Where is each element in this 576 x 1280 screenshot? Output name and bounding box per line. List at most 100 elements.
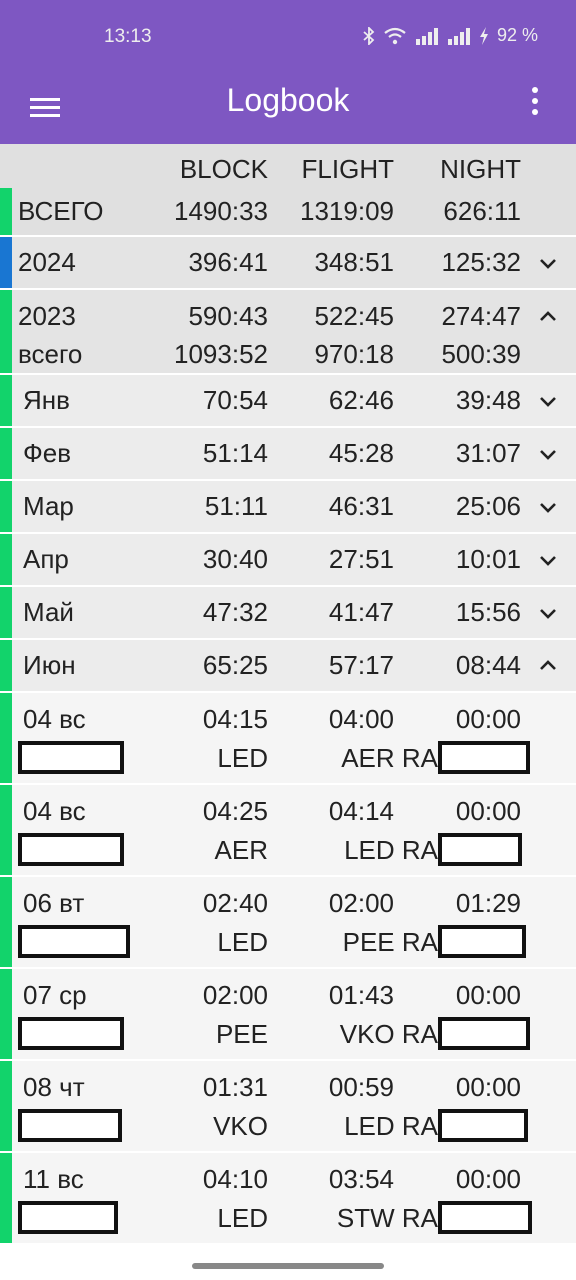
flight-indicator xyxy=(0,1153,12,1243)
month-row[interactable]: Апр 30:40 27:51 10:01 xyxy=(0,532,576,585)
flight-night: 00:00 xyxy=(455,1164,521,1194)
chevron-down-icon[interactable] xyxy=(539,555,557,567)
month-row[interactable]: Июн 65:25 57:17 08:44 xyxy=(0,638,576,691)
month-label: Апр xyxy=(23,544,69,574)
year-block: 396:41 xyxy=(188,247,268,277)
flight-date: 04 вс xyxy=(23,796,86,826)
year-subtotal-block: 1093:52 xyxy=(174,339,268,369)
column-block: BLOCK xyxy=(179,154,268,184)
flight-block: 04:15 xyxy=(202,704,268,734)
flight-time: 02:00 xyxy=(328,888,394,918)
flight-row[interactable]: 04 вс 04:15 04:00 00:00 LED AER RA xyxy=(0,691,576,783)
flight-block: 02:00 xyxy=(202,980,268,1010)
month-label: Янв xyxy=(23,385,70,415)
flight-row[interactable]: 07 ср 02:00 01:43 00:00 PEE VKO RA xyxy=(0,967,576,1059)
redacted-box xyxy=(438,833,522,866)
more-options-icon[interactable] xyxy=(530,86,540,116)
status-time: 13:13 xyxy=(104,26,152,47)
month-block: 70:54 xyxy=(202,385,268,415)
flight-arrival: STW RA xyxy=(336,1203,438,1233)
month-flight: 41:47 xyxy=(328,597,394,627)
flight-indicator xyxy=(0,785,12,875)
redacted-box xyxy=(438,741,530,774)
month-night: 31:07 xyxy=(455,438,521,468)
month-label: Май xyxy=(23,597,74,627)
month-indicator xyxy=(0,428,12,479)
chevron-down-icon[interactable] xyxy=(539,449,557,461)
column-night: NIGHT xyxy=(440,154,521,184)
redacted-box xyxy=(18,1017,124,1050)
flight-departure: LED xyxy=(217,927,268,957)
month-row[interactable]: Мар 51:11 46:31 25:06 xyxy=(0,479,576,532)
month-block: 65:25 xyxy=(202,650,268,680)
year-row-2024[interactable]: 2024 396:41 348:51 125:32 xyxy=(0,235,576,288)
year-subtotal-night: 500:39 xyxy=(441,339,521,369)
chevron-up-icon[interactable] xyxy=(539,659,557,671)
signal-icon xyxy=(415,27,439,45)
month-row[interactable]: Фев 51:14 45:28 31:07 xyxy=(0,426,576,479)
flight-indicator xyxy=(0,1061,12,1151)
flight-date: 06 вт xyxy=(23,888,85,918)
flight-night: 00:00 xyxy=(455,796,521,826)
app-bar: Logbook xyxy=(0,74,576,144)
chevron-down-icon[interactable] xyxy=(539,502,557,514)
month-indicator xyxy=(0,534,12,585)
year-block: 590:43 xyxy=(188,301,268,331)
flight-departure: AER xyxy=(214,835,268,865)
total-row: ВСЕГО 1490:33 1319:09 626:11 xyxy=(0,188,576,235)
year-label: 2024 xyxy=(18,247,76,277)
year-subtotal-flight: 970:18 xyxy=(314,339,394,369)
redacted-box xyxy=(438,1017,530,1050)
month-flight: 46:31 xyxy=(328,491,394,521)
home-gesture-handle[interactable] xyxy=(192,1263,384,1269)
chevron-down-icon[interactable] xyxy=(539,608,557,620)
signal-icon-2 xyxy=(447,27,471,45)
flight-row[interactable]: 11 вс 04:10 03:54 00:00 LED STW RA xyxy=(0,1151,576,1243)
menu-icon[interactable] xyxy=(30,92,62,124)
year-flight: 522:45 xyxy=(314,301,394,331)
flight-date: 08 чт xyxy=(23,1072,85,1102)
chevron-down-icon[interactable] xyxy=(539,258,557,270)
flight-departure: LED xyxy=(217,1203,268,1233)
flight-time: 01:43 xyxy=(328,980,394,1010)
month-row[interactable]: Май 47:32 41:47 15:56 xyxy=(0,585,576,638)
flight-row[interactable]: 06 вт 02:40 02:00 01:29 LED PEE RA xyxy=(0,875,576,967)
month-indicator xyxy=(0,481,12,532)
month-row[interactable]: Янв 70:54 62:46 39:48 xyxy=(0,373,576,426)
month-block: 47:32 xyxy=(202,597,268,627)
flight-date: 07 ср xyxy=(23,980,87,1010)
flight-date: 11 вс xyxy=(23,1164,84,1194)
flight-block: 04:25 xyxy=(202,796,268,826)
status-bar: 13:13 92 % xyxy=(0,0,576,74)
flight-arrival: PEE RA xyxy=(342,927,438,957)
total-indicator xyxy=(0,188,12,235)
year-night: 274:47 xyxy=(441,301,521,331)
month-label: Мар xyxy=(23,491,74,521)
month-indicator xyxy=(0,587,12,638)
month-indicator xyxy=(0,640,12,691)
year-row-2023[interactable]: 2023 590:43 522:45 274:47 всего 1093:52 … xyxy=(0,288,576,373)
month-night: 25:06 xyxy=(455,491,521,521)
flight-row[interactable]: 08 чт 01:31 00:59 00:00 VKO LED RA xyxy=(0,1059,576,1151)
month-flight: 62:46 xyxy=(328,385,394,415)
flight-arrival: LED RA xyxy=(344,835,438,865)
redacted-box xyxy=(438,1201,532,1234)
year-indicator xyxy=(0,290,12,373)
flight-departure: PEE xyxy=(215,1019,268,1049)
month-night: 08:44 xyxy=(455,650,521,680)
flight-row[interactable]: 04 вс 04:25 04:14 00:00 AER LED RA xyxy=(0,783,576,875)
battery-level: 92 % xyxy=(496,25,538,45)
chevron-down-icon[interactable] xyxy=(539,396,557,408)
month-indicator xyxy=(0,375,12,426)
month-block: 51:11 xyxy=(204,491,268,521)
year-indicator xyxy=(0,237,12,288)
year-night: 125:32 xyxy=(441,247,521,277)
month-list: Янв 70:54 62:46 39:48 Фев 51:14 45:28 31:07 Мар 5… xyxy=(0,373,576,691)
status-icons: 92 % xyxy=(363,25,538,46)
total-label: ВСЕГО xyxy=(18,196,104,226)
chevron-up-icon[interactable] xyxy=(539,310,557,322)
year-flight: 348:51 xyxy=(314,247,394,277)
total-night: 626:11 xyxy=(443,196,521,226)
redacted-box xyxy=(18,1109,122,1142)
flight-arrival: VKO RA xyxy=(339,1019,438,1049)
